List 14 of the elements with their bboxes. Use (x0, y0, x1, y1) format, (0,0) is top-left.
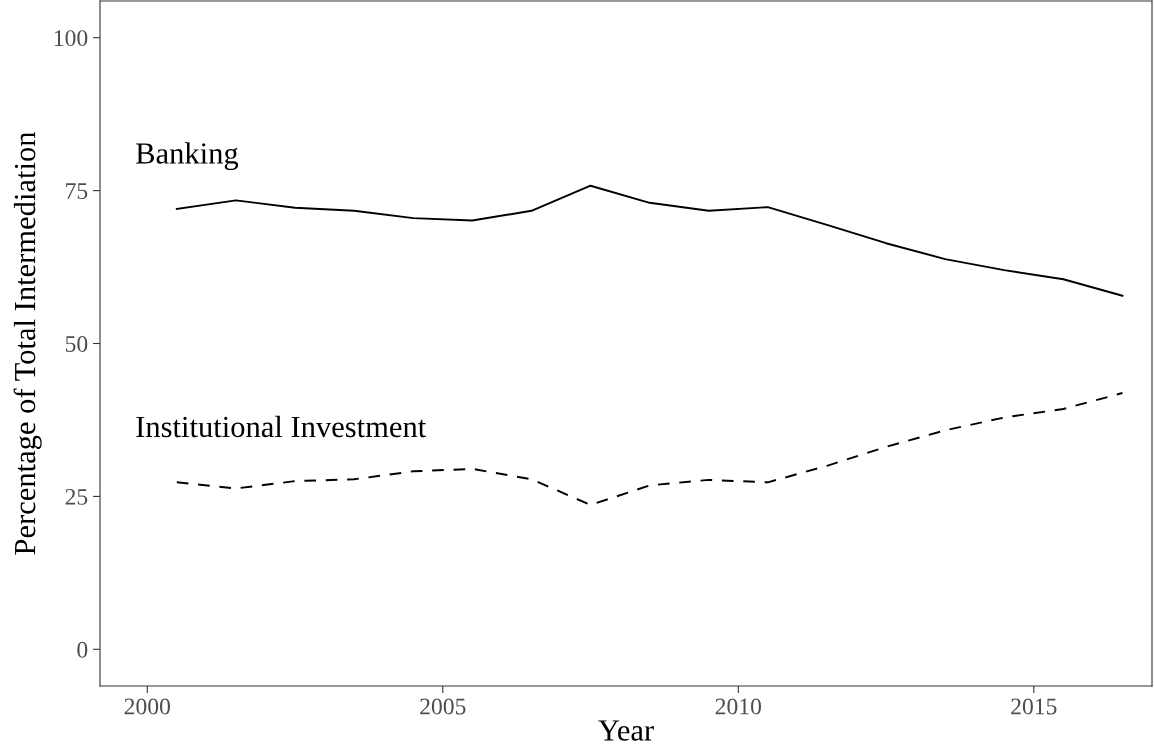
series-label: Institutional Investment (136, 415, 427, 438)
x-axis-title: Year (598, 720, 654, 741)
x-tick-label: 2000 (124, 698, 170, 715)
y-tick-label: 75 (66, 183, 88, 200)
y-tick-label: 25 (65, 488, 88, 505)
series-label: Banking (136, 142, 239, 171)
line-series (175, 184, 1124, 297)
x-tick-label: 2005 (420, 698, 466, 715)
y-axis-title: Percentage of Total Intermediation (13, 131, 42, 555)
y-tick-label: 0 (77, 641, 88, 658)
x-tick-label: 2015 (1011, 698, 1057, 715)
x-tick-label: 2010 (715, 698, 761, 715)
y-tick-label: 100 (54, 30, 88, 47)
y-tick-label: 50 (65, 335, 88, 352)
